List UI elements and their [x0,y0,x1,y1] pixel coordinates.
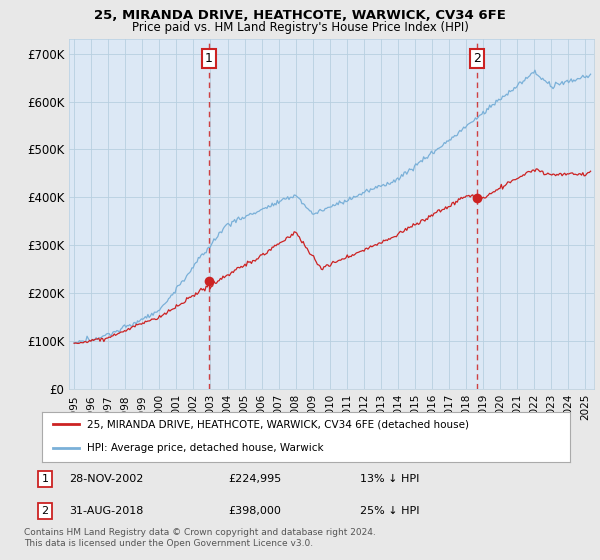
Text: 25, MIRANDA DRIVE, HEATHCOTE, WARWICK, CV34 6FE: 25, MIRANDA DRIVE, HEATHCOTE, WARWICK, C… [94,9,506,22]
Text: 25% ↓ HPI: 25% ↓ HPI [360,506,419,516]
Text: £224,995: £224,995 [228,474,281,484]
Text: £398,000: £398,000 [228,506,281,516]
Text: 13% ↓ HPI: 13% ↓ HPI [360,474,419,484]
Text: 1: 1 [41,474,49,484]
Text: Contains HM Land Registry data © Crown copyright and database right 2024.
This d: Contains HM Land Registry data © Crown c… [24,528,376,548]
Text: Price paid vs. HM Land Registry's House Price Index (HPI): Price paid vs. HM Land Registry's House … [131,21,469,34]
Text: 2: 2 [473,52,481,65]
Text: 28-NOV-2002: 28-NOV-2002 [69,474,143,484]
Text: HPI: Average price, detached house, Warwick: HPI: Average price, detached house, Warw… [87,443,323,453]
Text: 1: 1 [205,52,213,65]
Text: 2: 2 [41,506,49,516]
Text: 31-AUG-2018: 31-AUG-2018 [69,506,143,516]
Text: 25, MIRANDA DRIVE, HEATHCOTE, WARWICK, CV34 6FE (detached house): 25, MIRANDA DRIVE, HEATHCOTE, WARWICK, C… [87,419,469,429]
